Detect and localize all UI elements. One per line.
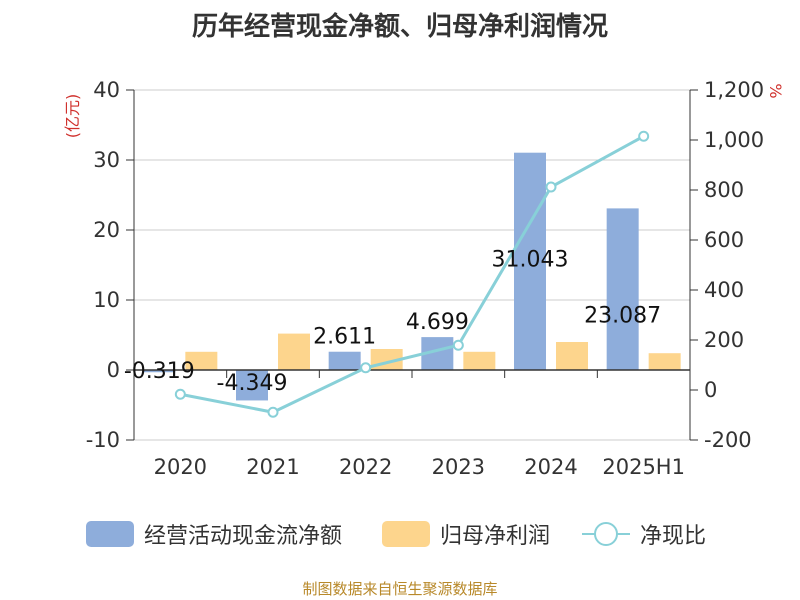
right-axis-unit: % bbox=[766, 83, 785, 98]
legend-label-ratio: 净现比 bbox=[640, 524, 707, 549]
bars bbox=[143, 152, 681, 401]
data-label-cash: 23.087 bbox=[584, 303, 661, 328]
legend-label-profit: 归母净利润 bbox=[440, 524, 551, 549]
bar-profit bbox=[556, 342, 588, 370]
x-axis-tick-label: 2020 bbox=[154, 455, 207, 479]
right-axis-tick-label: 0 bbox=[704, 378, 717, 402]
ratio-point bbox=[452, 339, 464, 351]
legend-item-profit[interactable]: 归母净利润 bbox=[382, 516, 550, 552]
right-axis-tick-label: -200 bbox=[704, 428, 752, 452]
right-axis-tick-label: 1,000 bbox=[704, 128, 764, 152]
bar-profit bbox=[463, 351, 496, 370]
legend-line-marker-icon bbox=[582, 521, 630, 547]
legend: 经营活动现金流净额 归母净利润 净现比 bbox=[0, 516, 800, 556]
ratio-point bbox=[638, 130, 650, 142]
ratio-point bbox=[360, 362, 372, 374]
bar-cash bbox=[328, 351, 361, 370]
right-axis-tick-label: 1,200 bbox=[704, 78, 764, 102]
ratio-point bbox=[174, 388, 186, 400]
ratio-line bbox=[174, 130, 650, 418]
x-axis-tick-label: 2023 bbox=[432, 455, 485, 479]
data-label-cash: -0.319 bbox=[124, 359, 195, 384]
data-label-cash: 2.611 bbox=[313, 325, 376, 350]
bar-profit bbox=[278, 333, 310, 370]
ratio-point bbox=[545, 181, 557, 193]
bar-cash bbox=[143, 370, 176, 373]
x-axis-tick-label: 2022 bbox=[339, 455, 392, 479]
bar-profit bbox=[648, 353, 681, 370]
right-axis-tick-label: 400 bbox=[704, 278, 744, 302]
data-label-cash: 4.699 bbox=[406, 310, 469, 335]
left-axis-tick-label: 0 bbox=[107, 358, 120, 382]
x-axis-tick-label: 2021 bbox=[246, 455, 299, 479]
right-axis-tick-label: 800 bbox=[704, 178, 744, 202]
axes: -10 0 10 20 30 40 -200 0 200 400 600 800 1,000 1,200 2… bbox=[86, 78, 764, 479]
legend-label-cash: 经营活动现金流净额 bbox=[144, 524, 343, 549]
ratio-line-path bbox=[180, 134, 645, 414]
left-axis-tick-label: 40 bbox=[93, 78, 120, 102]
source-note: 制图数据来自恒生聚源数据库 bbox=[302, 580, 498, 598]
data-label-cash: 31.043 bbox=[492, 248, 569, 273]
x-axis-tick-label: 2024 bbox=[524, 455, 577, 479]
bar-profit bbox=[185, 351, 218, 370]
legend-item-cash[interactable]: 经营活动现金流净额 bbox=[86, 516, 342, 552]
data-labels: -0.319 -4.349 2.611 4.699 31.043 23.087 bbox=[124, 248, 661, 396]
left-axis-tick-label: 20 bbox=[93, 218, 120, 242]
x-axis-tick-label: 2025H1 bbox=[602, 455, 685, 479]
legend-item-ratio[interactable]: 净现比 bbox=[582, 516, 706, 552]
chart-title: 历年经营现金净额、归母净利润情况 bbox=[191, 12, 608, 42]
bar-cash bbox=[236, 370, 268, 401]
left-axis-tick-label: -10 bbox=[86, 428, 120, 452]
legend-swatch-cash bbox=[86, 521, 134, 547]
legend-swatch-profit bbox=[382, 521, 430, 547]
left-axis-tick-label: 30 bbox=[93, 148, 120, 172]
ratio-point bbox=[267, 406, 279, 418]
data-label-cash: -4.349 bbox=[217, 371, 288, 396]
left-axis-tick-label: 10 bbox=[93, 288, 120, 312]
right-axis-tick-label: 200 bbox=[704, 328, 744, 352]
bar-cash bbox=[514, 152, 546, 370]
left-axis-unit: (亿元) bbox=[63, 94, 82, 139]
bar-cash bbox=[606, 208, 639, 370]
right-axis-tick-label: 600 bbox=[704, 228, 744, 252]
